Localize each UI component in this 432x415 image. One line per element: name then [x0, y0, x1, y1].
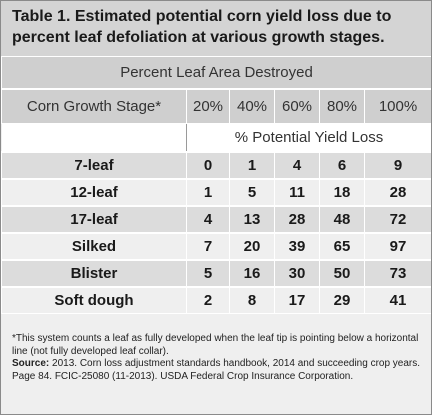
value-cell: 6: [319, 151, 365, 180]
percent-header: 60%: [274, 88, 320, 124]
table-row: Silked 7 20 39 65 97: [1, 232, 431, 261]
banner-header: Percent Leaf Area Destroyed: [1, 56, 431, 90]
value-cell: 65: [319, 232, 365, 261]
value-cell: 30: [274, 259, 320, 288]
value-cell: 7: [186, 232, 230, 261]
table-row: Blister 5 16 30 50 73: [1, 259, 431, 288]
stage-cell: 7-leaf: [1, 151, 187, 180]
table-row: 12-leaf 1 5 11 18 28: [1, 178, 431, 207]
yield-loss-subheader: % Potential Yield Loss: [185, 123, 431, 153]
value-cell: 97: [363, 232, 431, 261]
value-cell: 50: [319, 259, 365, 288]
value-cell: 48: [319, 205, 365, 234]
subheader-blank: [1, 123, 187, 153]
value-cell: 17: [274, 286, 320, 314]
value-cell: 4: [274, 151, 320, 180]
value-cell: 72: [363, 205, 431, 234]
table-row: 17-leaf 4 13 28 48 72: [1, 205, 431, 234]
value-cell: 28: [274, 205, 320, 234]
source-text: 2013. Corn loss adjustment standards han…: [12, 358, 421, 382]
table-row: Soft dough 2 8 17 29 41: [1, 286, 431, 314]
value-cell: 5: [229, 178, 275, 207]
value-cell: 20: [229, 232, 275, 261]
value-cell: 5: [186, 259, 230, 288]
value-cell: 1: [229, 151, 275, 180]
title-line-1: Table 1. Estimated potential corn yield …: [12, 8, 392, 25]
stage-header: Corn Growth Stage*: [1, 88, 187, 124]
value-cell: 28: [363, 178, 431, 207]
stage-cell: 17-leaf: [1, 205, 187, 234]
value-cell: 0: [186, 151, 230, 180]
value-cell: 16: [229, 259, 275, 288]
value-cell: 4: [186, 205, 230, 234]
percent-header: 100%: [363, 88, 431, 124]
value-cell: 8: [229, 286, 275, 314]
table-notes: *This system counts a leaf as fully deve…: [12, 333, 424, 383]
footnote: *This system counts a leaf as fully deve…: [12, 333, 419, 357]
value-cell: 41: [363, 286, 431, 314]
value-cell: 2: [186, 286, 230, 314]
table-title: Table 1. Estimated potential corn yield …: [1, 1, 431, 56]
percent-header: 20%: [186, 88, 230, 124]
value-cell: 1: [186, 178, 230, 207]
value-cell: 39: [274, 232, 320, 261]
value-cell: 11: [274, 178, 320, 207]
table-row: 7-leaf 0 1 4 6 9: [1, 151, 431, 180]
value-cell: 9: [363, 151, 431, 180]
percent-header: 40%: [229, 88, 275, 124]
value-cell: 29: [319, 286, 365, 314]
yield-loss-table: Percent Leaf Area Destroyed Corn Growth …: [1, 56, 431, 314]
source-label: Source:: [12, 358, 50, 369]
stage-cell: Silked: [1, 232, 187, 261]
source-note: Source: 2013. Corn loss adjustment stand…: [12, 358, 424, 383]
stage-cell: Soft dough: [1, 286, 187, 314]
percent-header: 80%: [319, 88, 365, 124]
value-cell: 73: [363, 259, 431, 288]
title-line-2: percent leaf defoliation at various grow…: [12, 29, 385, 46]
value-cell: 13: [229, 205, 275, 234]
value-cell: 18: [319, 178, 365, 207]
stage-cell: Blister: [1, 259, 187, 288]
stage-cell: 12-leaf: [1, 178, 187, 207]
